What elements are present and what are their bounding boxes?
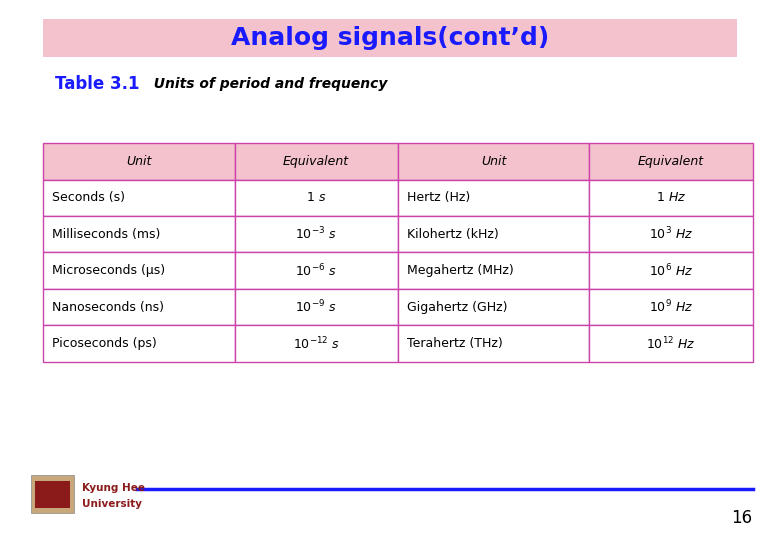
FancyBboxPatch shape (398, 289, 590, 325)
Text: University: University (82, 498, 142, 509)
FancyBboxPatch shape (398, 179, 590, 216)
Text: Picoseconds (ps): Picoseconds (ps) (52, 337, 157, 350)
FancyBboxPatch shape (398, 143, 590, 179)
Text: Terahertz (THz): Terahertz (THz) (407, 337, 503, 350)
FancyBboxPatch shape (398, 325, 590, 362)
Text: Kilohertz (kHz): Kilohertz (kHz) (407, 228, 499, 241)
Text: $10^{9}\ Hz$: $10^{9}\ Hz$ (649, 299, 693, 315)
FancyBboxPatch shape (398, 252, 590, 289)
Text: Hertz (Hz): Hertz (Hz) (407, 191, 470, 204)
FancyBboxPatch shape (398, 216, 590, 252)
FancyBboxPatch shape (43, 216, 235, 252)
FancyBboxPatch shape (235, 252, 398, 289)
FancyBboxPatch shape (31, 475, 74, 513)
FancyBboxPatch shape (590, 179, 753, 216)
Text: Equivalent: Equivalent (638, 155, 704, 168)
FancyBboxPatch shape (590, 143, 753, 179)
FancyBboxPatch shape (235, 179, 398, 216)
Text: $1\ Hz$: $1\ Hz$ (656, 191, 686, 204)
FancyBboxPatch shape (235, 143, 398, 179)
Text: Gigahertz (GHz): Gigahertz (GHz) (407, 301, 508, 314)
FancyBboxPatch shape (590, 252, 753, 289)
FancyBboxPatch shape (43, 289, 235, 325)
Text: $10^{-6}\ s$: $10^{-6}\ s$ (296, 262, 337, 279)
Text: $10^{3}\ Hz$: $10^{3}\ Hz$ (649, 226, 693, 242)
Text: Kyung Hee: Kyung Hee (82, 483, 145, 494)
Text: Milliseconds (ms): Milliseconds (ms) (52, 228, 161, 241)
Text: Analog signals(cont’d): Analog signals(cont’d) (231, 26, 549, 50)
FancyBboxPatch shape (590, 289, 753, 325)
Text: Microseconds (μs): Microseconds (μs) (52, 264, 165, 277)
FancyBboxPatch shape (590, 216, 753, 252)
Text: Table 3.1: Table 3.1 (55, 75, 139, 93)
Text: Seconds (s): Seconds (s) (52, 191, 126, 204)
FancyBboxPatch shape (235, 289, 398, 325)
FancyBboxPatch shape (590, 325, 753, 362)
Text: Equivalent: Equivalent (283, 155, 349, 168)
FancyBboxPatch shape (43, 143, 235, 179)
Text: Unit: Unit (481, 155, 506, 168)
FancyBboxPatch shape (35, 481, 70, 508)
Text: Units of period and frequency: Units of period and frequency (144, 77, 388, 91)
FancyBboxPatch shape (235, 216, 398, 252)
FancyBboxPatch shape (235, 325, 398, 362)
Text: $1\ s$: $1\ s$ (306, 191, 326, 204)
Text: $10^{12}\ Hz$: $10^{12}\ Hz$ (646, 335, 696, 352)
FancyBboxPatch shape (43, 325, 235, 362)
Text: $10^{-3}\ s$: $10^{-3}\ s$ (296, 226, 337, 242)
FancyBboxPatch shape (43, 252, 235, 289)
FancyBboxPatch shape (43, 19, 737, 57)
Text: $10^{6}\ Hz$: $10^{6}\ Hz$ (649, 262, 693, 279)
Text: $10^{-12}\ s$: $10^{-12}\ s$ (292, 335, 340, 352)
FancyBboxPatch shape (43, 179, 235, 216)
Text: Nanoseconds (ns): Nanoseconds (ns) (52, 301, 165, 314)
Text: $10^{-9}\ s$: $10^{-9}\ s$ (296, 299, 337, 315)
Text: Unit: Unit (126, 155, 151, 168)
Text: 16: 16 (732, 509, 753, 528)
Text: Megahertz (MHz): Megahertz (MHz) (407, 264, 514, 277)
